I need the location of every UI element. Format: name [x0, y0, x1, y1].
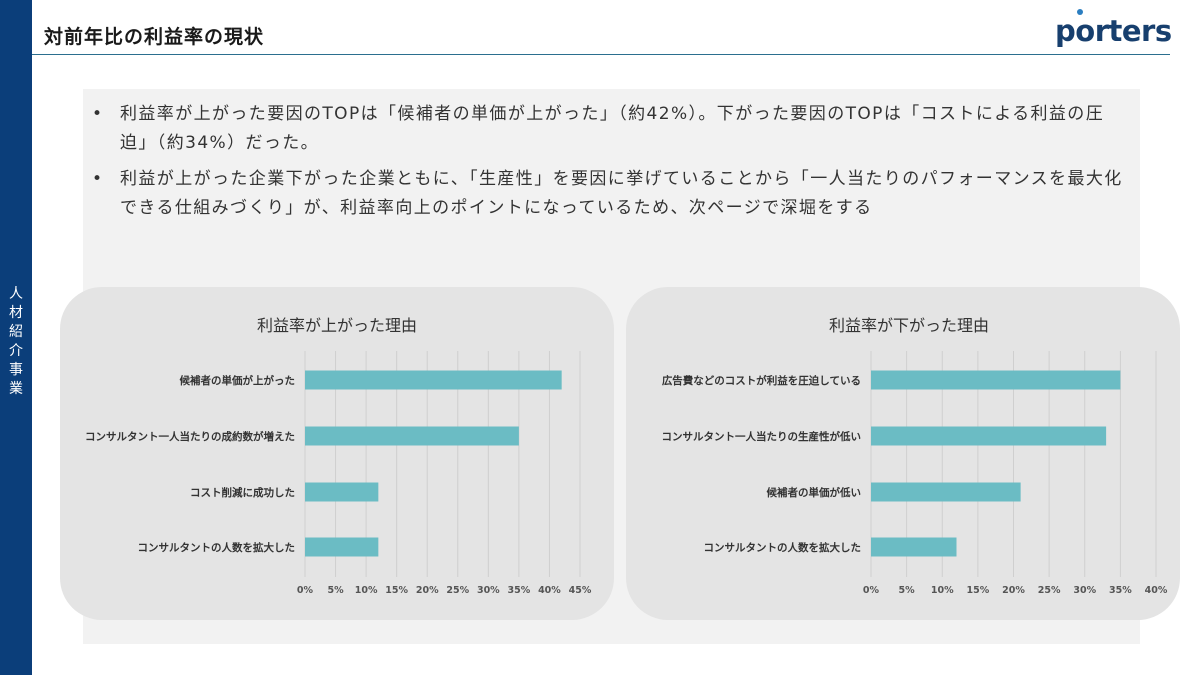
- logo-rest: rters: [1094, 14, 1172, 48]
- x-tick-label: 10%: [355, 585, 378, 596]
- x-tick-label: 20%: [416, 585, 439, 596]
- x-tick-label: 5%: [327, 585, 344, 596]
- chart-card-down: 利益率が下がった理由 0% 5% 10% 15% 20% 25% 30% 35% 40% 広告費など…: [626, 287, 1180, 620]
- x-tick-label: 35%: [1109, 585, 1132, 596]
- bar: [305, 482, 379, 502]
- category-label: コスト削減に成功した: [190, 486, 295, 499]
- category-label: コンサルタントの人数を拡大した: [138, 541, 296, 554]
- x-tick-label: 35%: [508, 585, 531, 596]
- title-divider: [32, 54, 1170, 55]
- logo-p: p: [1055, 14, 1076, 48]
- x-tick-label: 25%: [1038, 585, 1061, 596]
- x-tick-label: 5%: [899, 585, 916, 596]
- category-label: 候補者の単価が低い: [767, 486, 862, 499]
- category-label: 広告費などのコストが利益を圧迫している: [662, 374, 861, 387]
- chart-down-svg: 利益率が下がった理由 0% 5% 10% 15% 20% 25% 30% 35% 40% 広告費など…: [662, 316, 1168, 596]
- x-tick-label: 0%: [297, 585, 314, 596]
- x-tick-label: 30%: [477, 585, 500, 596]
- chart-title: 利益率が上がった理由: [257, 316, 417, 335]
- bullet-item: 利益が上がった企業下がった企業ともに、「生産性」を要因に挙げていることから「一人…: [92, 165, 1132, 223]
- bar: [305, 426, 519, 446]
- x-tick-label: 0%: [863, 585, 880, 596]
- chart-up-svg: 利益率が上がった理由 0% 5% 10% 15% 20% 25% 30% 35% 40% 45% 候補…: [85, 316, 592, 596]
- bar: [871, 370, 1121, 390]
- x-tick-label: 15%: [967, 585, 990, 596]
- x-tick-label: 30%: [1073, 585, 1096, 596]
- category-label: 候補者の単価が上がった: [180, 374, 296, 387]
- bar: [305, 537, 379, 557]
- x-tick-label: 10%: [931, 585, 954, 596]
- x-tick-label: 25%: [446, 585, 469, 596]
- sidebar: 人 材 紹 介 事 業: [0, 0, 32, 675]
- x-tick-label: 15%: [385, 585, 408, 596]
- bar: [871, 482, 1021, 502]
- sidebar-label: 人 材 紹 介 事 業: [9, 286, 23, 397]
- page-title: 対前年比の利益率の現状: [44, 26, 265, 48]
- bar: [871, 537, 957, 557]
- porters-logo: porters: [1055, 9, 1172, 48]
- chart-title: 利益率が下がった理由: [829, 316, 989, 335]
- bullet-list: 利益率が上がった要因のTOPは「候補者の単価が上がった」（約42%）。下がった要…: [92, 100, 1132, 230]
- x-tick-label: 20%: [1002, 585, 1025, 596]
- category-label: コンサルタント一人当たりの生産性が低い: [662, 430, 862, 443]
- bullet-item: 利益率が上がった要因のTOPは「候補者の単価が上がった」（約42%）。下がった要…: [92, 100, 1132, 158]
- x-tick-label: 45%: [569, 585, 592, 596]
- bar: [305, 370, 562, 390]
- category-label: コンサルタントの人数を拡大した: [704, 541, 862, 554]
- x-tick-label: 40%: [538, 585, 561, 596]
- bar: [871, 426, 1107, 446]
- x-tick-label: 40%: [1145, 585, 1168, 596]
- category-label: コンサルタント一人当たりの成約数が増えた: [85, 430, 295, 443]
- logo-o-mark: o: [1075, 9, 1095, 48]
- chart-card-up: 利益率が上がった理由 0% 5% 10% 15% 20% 25% 30% 35% 40% 45% 候補…: [60, 287, 614, 620]
